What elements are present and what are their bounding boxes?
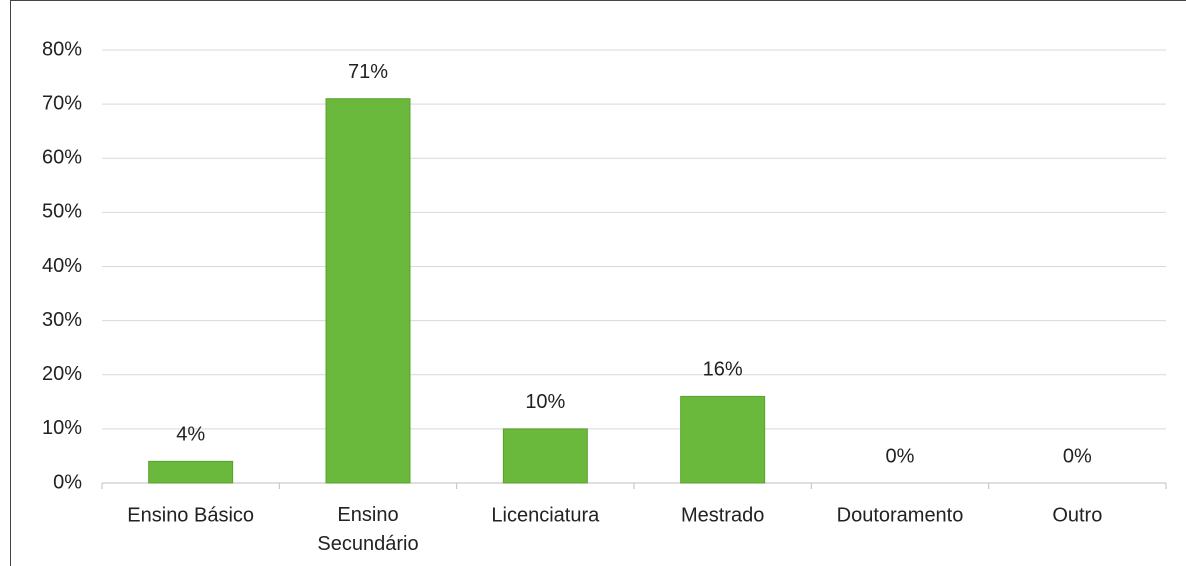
x-tick-label: Ensino Secundário [317,504,418,555]
data-label: 10% [525,391,565,413]
bar [325,98,411,484]
y-tick-label: 40% [42,255,82,277]
x-tick-label: Mestrado [681,504,764,526]
y-tick-label: 70% [42,92,82,114]
x-tick-label: Outro [1052,504,1102,526]
y-tick-label: 30% [42,309,82,331]
x-tick-label: Doutoramento [837,504,964,526]
y-tick-label: 20% [42,363,82,385]
y-tick-label: 10% [42,417,82,439]
x-tick-label: Licenciatura [491,504,600,526]
bar [680,395,766,484]
y-tick-label: 50% [42,201,82,223]
data-label: 4% [176,424,205,446]
data-label: 0% [886,445,915,467]
y-tick-label: 60% [42,147,82,169]
bar [502,428,588,484]
data-label: 71% [348,61,388,83]
bar [148,460,234,484]
x-tick-label: Ensino Básico [127,504,254,526]
data-label: 0% [1063,445,1092,467]
y-tick-label: 0% [53,471,82,493]
y-tick-label: 80% [42,38,82,60]
data-label: 16% [703,359,743,381]
chart-frame [10,0,1186,566]
